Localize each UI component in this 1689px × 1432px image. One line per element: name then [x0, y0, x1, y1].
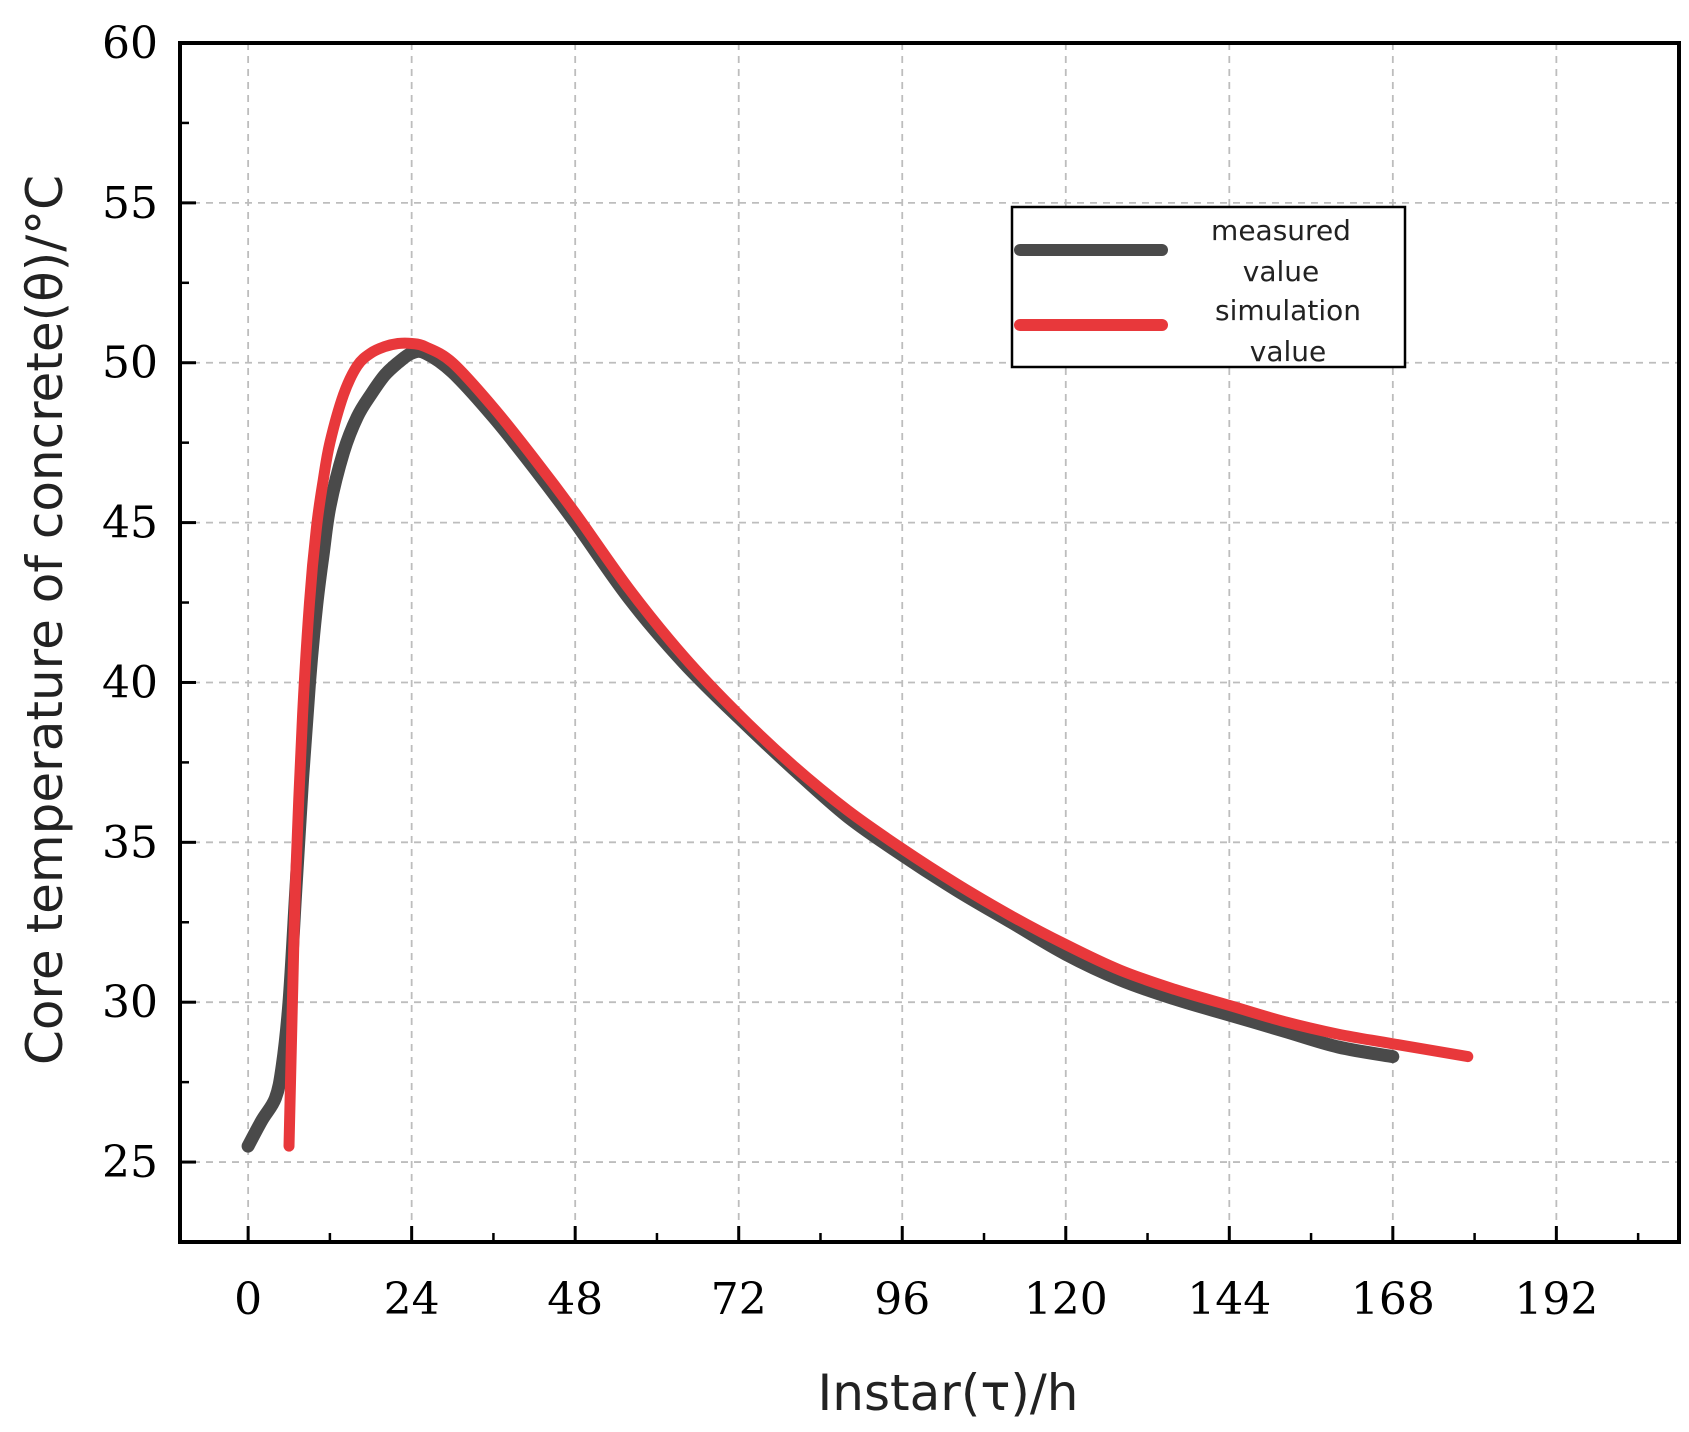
legend-measured-label-line1: measured — [1211, 214, 1351, 247]
x-tick-label: 48 — [547, 1274, 603, 1325]
y-tick-label: 30 — [102, 977, 158, 1028]
legend-simulation-label-line1: simulation — [1215, 294, 1361, 327]
x-tick-label: 168 — [1351, 1274, 1435, 1325]
y-tick-label: 25 — [102, 1137, 158, 1188]
x-axis-title: Instar(τ)/h — [818, 1364, 1079, 1422]
measured-value-line — [241, 344, 1400, 1153]
plot-frame — [178, 41, 1681, 1244]
tick-labels: 0 24 48 72 96 120 144 168 192 25 30 35 40 45 50 55 60 — [102, 18, 1598, 1325]
x-tick-label: 144 — [1187, 1274, 1271, 1325]
legend-box — [1010, 205, 1407, 369]
legend-simulation-label-line2: value — [1250, 335, 1326, 368]
legend: measured value simulation value — [1010, 205, 1407, 369]
y-tick-label: 40 — [102, 657, 158, 708]
y-axis-title: Core temperature of concrete(θ)/°C — [16, 175, 74, 1065]
x-tick-label: 72 — [711, 1274, 767, 1325]
y-tick-label: 35 — [102, 817, 158, 868]
y-tick-label: 55 — [102, 178, 158, 229]
major-ticks — [180, 41, 1558, 1242]
simulation-value-line — [283, 337, 1474, 1152]
y-tick-label: 45 — [102, 498, 158, 549]
series-layer — [241, 337, 1474, 1153]
x-tick-label: 24 — [384, 1274, 440, 1325]
y-tick-label: 50 — [102, 338, 158, 389]
grid — [180, 42, 1679, 1242]
x-tick-label: 96 — [874, 1274, 930, 1325]
x-tick-label: 120 — [1024, 1274, 1108, 1325]
legend-measured-label-line2: value — [1243, 255, 1319, 288]
x-tick-label: 192 — [1514, 1274, 1598, 1325]
x-tick-label: 0 — [234, 1274, 262, 1325]
y-tick-label: 60 — [102, 18, 158, 69]
